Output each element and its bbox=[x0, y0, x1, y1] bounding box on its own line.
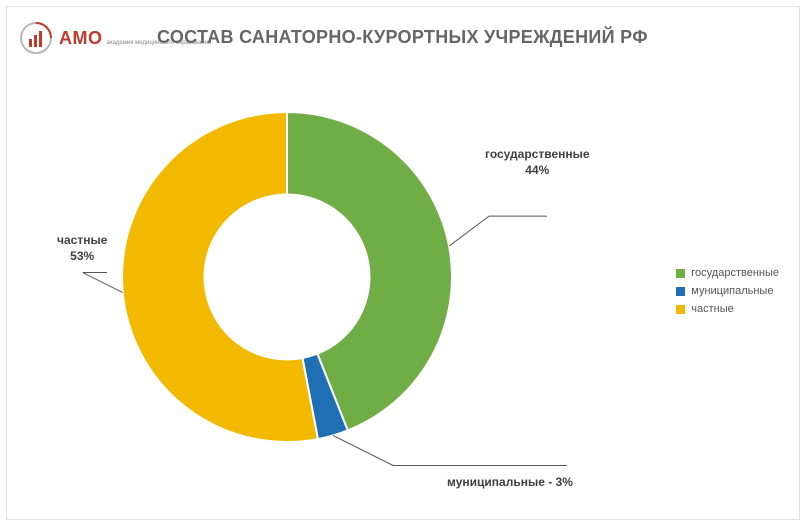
legend-swatch bbox=[676, 287, 685, 296]
legend-label: частные bbox=[691, 303, 734, 315]
legend-item: муниципальные bbox=[676, 285, 779, 297]
legend-label: государственные bbox=[691, 267, 779, 279]
legend-swatch bbox=[676, 269, 685, 278]
label-mun: муниципальные - 3% bbox=[447, 475, 573, 491]
chart-title: СОСТАВ САНАТОРНО-КУРОРТНЫХ УЧРЕЖДЕНИЙ РФ bbox=[157, 27, 648, 48]
logo-main-text: АМО bbox=[59, 28, 103, 49]
label-gov: государственные44% bbox=[485, 147, 590, 178]
logo-icon bbox=[19, 21, 53, 55]
legend: государственные муниципальные частные bbox=[676, 267, 779, 321]
legend-item: частные bbox=[676, 303, 779, 315]
donut-chart bbox=[97, 87, 477, 467]
chart-panel: АМО академия медицинского образования СО… bbox=[6, 6, 800, 520]
label-priv: частные53% bbox=[57, 233, 107, 264]
legend-label: муниципальные bbox=[691, 285, 773, 297]
legend-swatch bbox=[676, 305, 685, 314]
legend-item: государственные bbox=[676, 267, 779, 279]
